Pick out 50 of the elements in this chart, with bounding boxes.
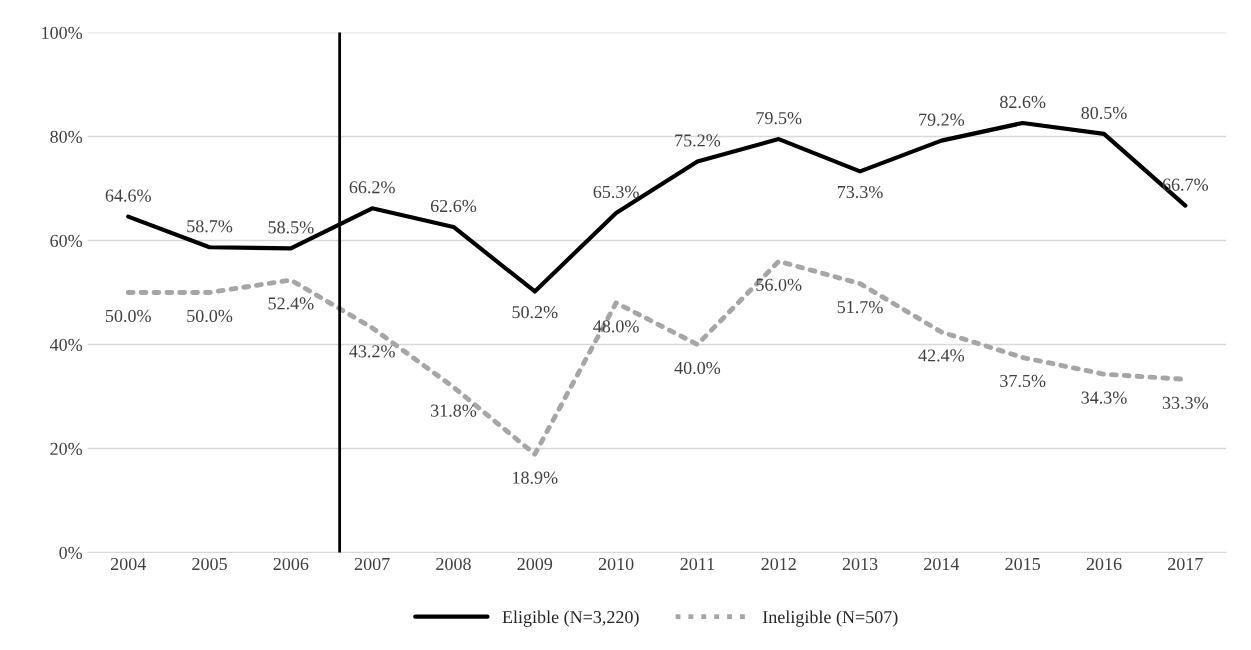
x-tick-label: 2014 [924,557,960,571]
data-label: 33.3% [1162,396,1209,409]
x-tick-label: 2013 [842,557,878,571]
data-label: 56.0% [756,278,802,291]
data-label: 31.8% [431,404,477,417]
data-label: 52.4% [268,297,314,310]
data-label: 66.7% [1162,178,1209,191]
y-tick-label: 20% [50,442,83,455]
data-label: 50.2% [512,306,558,319]
data-label: 42.4% [918,349,965,362]
y-tick-label: 0% [59,546,83,559]
x-tick-label: 2005 [192,557,227,571]
y-tick-label: 40% [49,338,83,351]
data-label: 34.3% [1081,391,1127,404]
data-label: 43.2% [349,345,395,358]
data-label: 80.5% [1081,106,1127,120]
x-tick-label: 2017 [1168,557,1203,571]
x-tick-label: 2009 [517,557,553,571]
data-label: 66.2% [349,181,395,194]
x-tick-label: 2016 [1086,557,1122,571]
data-label: 40.0% [674,361,721,375]
x-tick-label: 2006 [273,557,309,571]
data-label: 82.6% [1000,95,1046,109]
x-tick-label: 2011 [680,557,715,571]
data-label: 75.2% [675,134,721,147]
data-label: 37.5% [1000,374,1046,388]
data-label: 48.0% [593,320,639,333]
y-tick-label: 100% [42,26,83,39]
y-tick-label: 80% [50,130,83,143]
data-label: 58.5% [268,221,314,234]
data-label: 79.2% [919,113,965,126]
legend-label: Eligible (N=3,220) [502,610,639,627]
x-tick-label: 2012 [761,557,796,571]
data-label: 73.3% [837,185,883,199]
data-label: 51.7% [837,300,883,314]
data-label: 65.3% [593,185,639,199]
x-tick-label: 2007 [354,557,390,571]
x-tick-label: 2008 [436,557,471,571]
data-label: 18.9% [513,471,558,484]
data-label: 50.0% [105,309,151,323]
legend-label: Ineligible (N=507) [762,610,898,627]
x-tick-label: 2004 [110,557,146,571]
data-label: 62.6% [430,199,477,213]
y-tick-label: 60% [50,234,83,247]
data-label: 64.6% [105,189,151,202]
data-label: 79.5% [756,111,802,125]
data-label: 50.0% [187,309,233,323]
x-tick-label: 2010 [598,557,634,571]
x-tick-label: 2015 [1005,557,1041,571]
data-label: 58.7% [187,220,233,233]
